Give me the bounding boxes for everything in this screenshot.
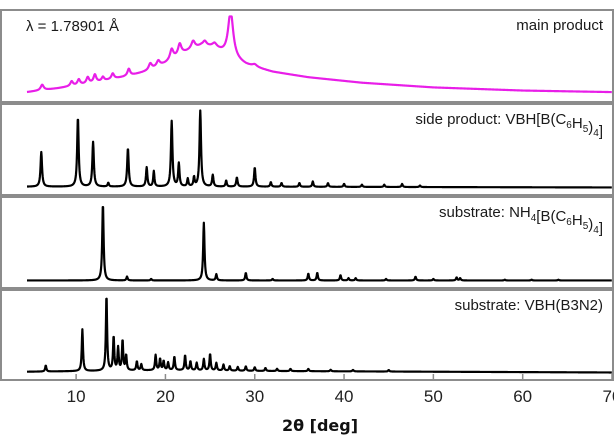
panel-3: substrate: NH4[B(C6H5)4]	[0, 196, 614, 289]
series-line	[26, 15, 613, 94]
x-tick-label: 60	[513, 387, 532, 406]
panel-frame	[0, 103, 614, 196]
x-tick-label: 70	[603, 387, 614, 406]
x-tick-label: 20	[156, 387, 175, 406]
series-label: substrate: VBH(B3N2)	[455, 297, 603, 314]
panel-frame	[0, 9, 614, 103]
x-axis: 10 20 30 40 50 60 70	[67, 374, 614, 406]
panels-layer: main product side product: VBH[B(C6H5)4] s…	[0, 9, 614, 381]
wavelength-annotation: λ = 1.78901 Å	[26, 18, 119, 35]
series-line	[26, 109, 613, 189]
series-label: side product: VBH[B(C6H5)4]	[415, 111, 603, 140]
panel-1: main product	[0, 9, 614, 103]
series-line	[26, 297, 613, 374]
x-tick-label: 40	[335, 387, 354, 406]
x-tick-label: 30	[245, 387, 264, 406]
panel-frame	[0, 196, 614, 289]
x-tick-label: 10	[67, 387, 86, 406]
series-label: main product	[516, 17, 604, 34]
panel-frame	[0, 289, 614, 381]
x-tick-label: 50	[424, 387, 443, 406]
panel-2: side product: VBH[B(C6H5)4]	[0, 103, 614, 196]
series-label: substrate: NH4[B(C6H5)4]	[439, 204, 603, 237]
series-line	[26, 205, 613, 282]
panel-4: substrate: VBH(B3N2)	[0, 289, 614, 381]
x-axis-label: 2θ [deg]	[282, 416, 358, 435]
